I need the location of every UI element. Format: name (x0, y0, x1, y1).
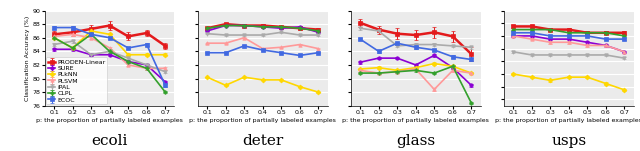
Text: deter: deter (242, 134, 284, 148)
Y-axis label: Classification Accuracy (%): Classification Accuracy (%) (25, 16, 30, 101)
Text: usps: usps (551, 134, 586, 148)
Text: glass: glass (396, 134, 435, 148)
X-axis label: p: the proportion of partially labeled examples: p: the proportion of partially labeled e… (495, 118, 640, 123)
X-axis label: p: the proportion of partially labeled examples: p: the proportion of partially labeled e… (342, 118, 489, 123)
Text: ecoli: ecoli (92, 134, 128, 148)
X-axis label: p: the proportion of partially labeled examples: p: the proportion of partially labeled e… (36, 118, 183, 123)
Legend: PRODEN-Linear, SURE, PLkNN, PLSVM, iPAL, CLPL, ECOC: PRODEN-Linear, SURE, PLkNN, PLSVM, iPAL,… (46, 57, 108, 104)
X-axis label: p: the proportion of partially labeled examples: p: the proportion of partially labeled e… (189, 118, 336, 123)
